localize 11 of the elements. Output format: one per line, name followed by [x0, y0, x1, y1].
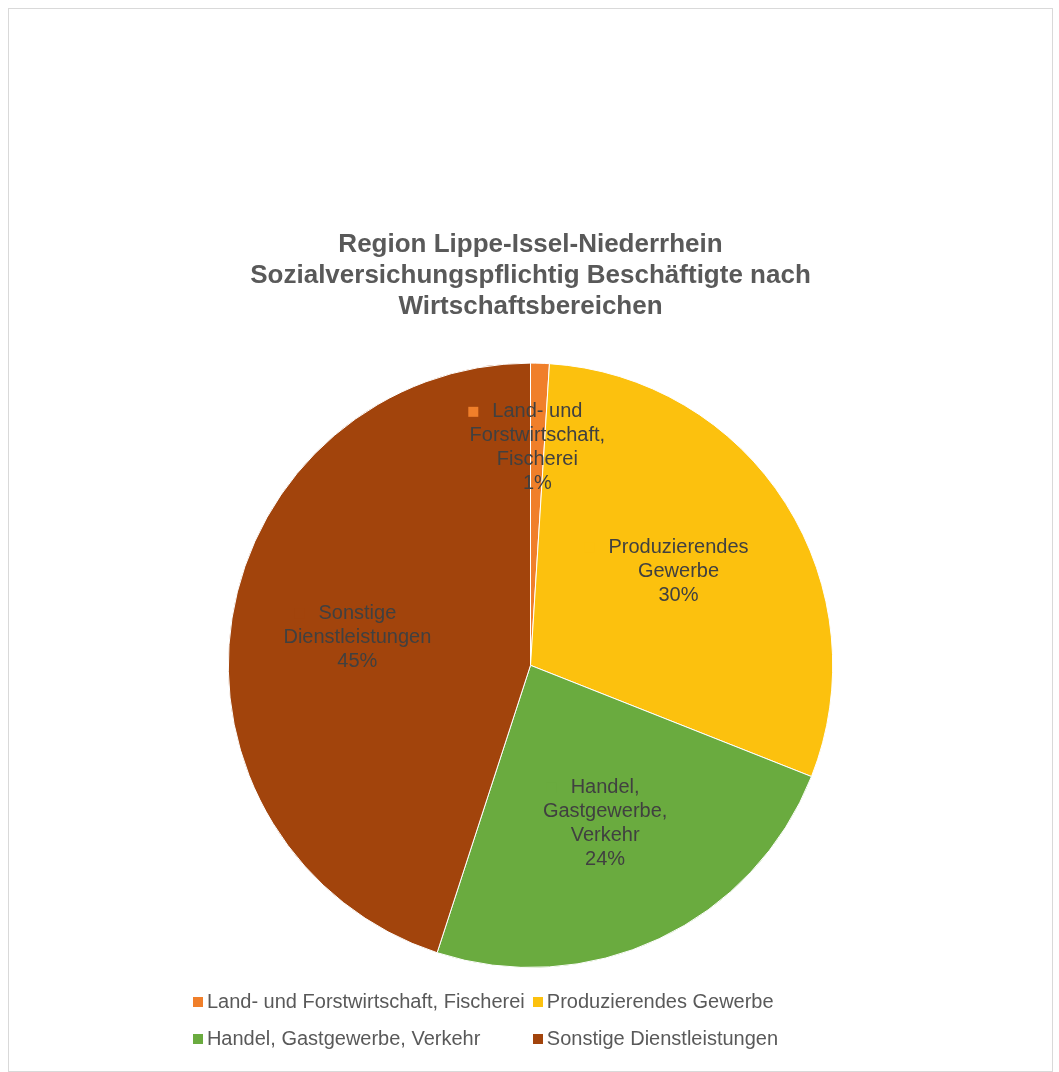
legend-label: Produzierendes Gewerbe: [546, 990, 774, 1013]
slice-label: Handel, Gastgewerbe, Verkehr: [542, 775, 668, 846]
category-label: Land- und Forstwirtschaft, Fischerei: [206, 990, 525, 1012]
slice-label: Sonstige Dienstleistungen: [283, 601, 432, 648]
chart-title: Region Lippe-Issel-Niederrhein Sozialversichungspflichtig Beschäftigte nach Wirtschaftsbereichen: [250, 227, 811, 321]
legend-label: Handel, Gastgewerbe, Verkehr: [206, 1027, 481, 1050]
data-label: 24%: [585, 847, 626, 870]
data-label: 45%: [337, 649, 378, 672]
legend-label: Sonstige Dienstleistungen: [546, 1027, 779, 1050]
slice-label: Produzierendes Gewerbe: [608, 534, 749, 581]
data-label: 30%: [658, 582, 699, 605]
